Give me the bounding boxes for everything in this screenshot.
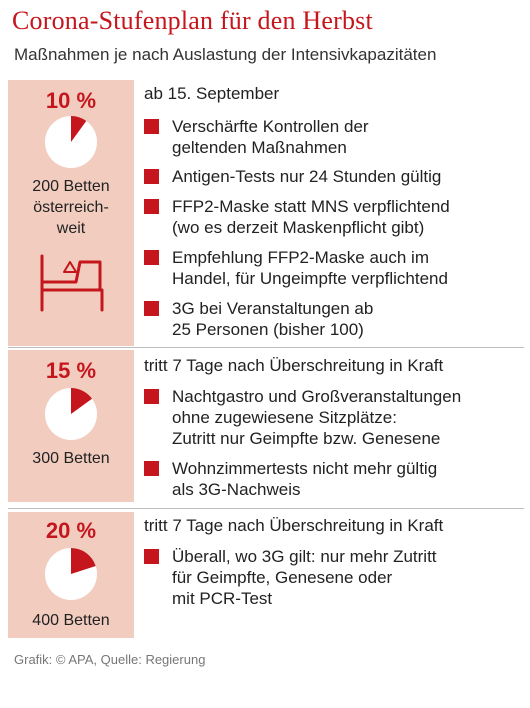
stage-20-percent: 20 % 400 Betten tritt 7 Tage nach Übersc…	[8, 512, 524, 638]
stage-capacity-panel: 15 % 300 Betten	[8, 350, 134, 502]
bullet-square-icon	[144, 389, 159, 404]
beds-label: 200 Betten österreich- weit	[32, 178, 110, 237]
divider	[8, 508, 524, 509]
capacity-percent: 20 %	[45, 518, 97, 543]
stage-capacity-panel: 10 % 200 Betten österreich- weit	[8, 80, 134, 346]
bullet-square-icon	[144, 199, 159, 214]
page-title: Corona-Stufenplan für den Herbst	[12, 6, 373, 35]
beds-label: 400 Betten	[32, 612, 110, 629]
stage-15-percent: 15 % 300 Betten tritt 7 Tage nach Übersc…	[8, 350, 524, 502]
measure-text: FFP2-Maske statt MNS verpflichtend (wo e…	[172, 197, 450, 237]
pie-slice	[71, 548, 96, 574]
page-subtitle: Maßnahmen je nach Auslastung der Intensi…	[14, 45, 437, 64]
bullet-square-icon	[144, 169, 159, 184]
hospital-bed-icon	[40, 254, 104, 312]
stage-capacity-panel: 20 % 400 Betten	[8, 512, 134, 638]
beds-label: 300 Betten	[32, 450, 110, 467]
bullet-square-icon	[144, 549, 159, 564]
source-credit: Grafik: © APA, Quelle: Regierung	[14, 652, 206, 667]
capacity-pie-icon	[45, 388, 97, 440]
divider	[8, 347, 524, 348]
measure-text: Empfehlung FFP2-Maske auch im Handel, fü…	[172, 248, 448, 288]
stage-heading: ab 15. September	[144, 84, 280, 103]
capacity-pie-icon	[45, 548, 97, 600]
bullet-square-icon	[144, 119, 159, 134]
capacity-percent: 10 %	[45, 88, 97, 113]
bullet-square-icon	[144, 301, 159, 316]
measure-text: Verschärfte Kontrollen der geltenden Maß…	[172, 117, 369, 157]
measure-text: 3G bei Veranstaltungen ab 25 Personen (b…	[172, 299, 374, 339]
pie-slice	[71, 116, 87, 142]
stage-heading: tritt 7 Tage nach Überschreitung in Kraf…	[144, 356, 444, 375]
measure-text: Antigen-Tests nur 24 Stunden gültig	[172, 167, 442, 186]
pie-slice	[71, 388, 93, 414]
capacity-percent: 15 %	[45, 358, 97, 383]
measure-text: Wohnzimmertests nicht mehr gültig als 3G…	[172, 459, 438, 499]
measure-text: Überall, wo 3G gilt: nur mehr Zutritt fü…	[172, 547, 437, 608]
stage-heading: tritt 7 Tage nach Überschreitung in Kraf…	[144, 516, 444, 535]
stage-10-percent: 10 % 200 Betten österreich- weit ab 15. …	[8, 80, 524, 346]
measure-text: Nachtgastro und Großveranstaltungen ohne…	[172, 387, 462, 448]
bullet-square-icon	[144, 250, 159, 265]
bullet-square-icon	[144, 461, 159, 476]
capacity-pie-icon	[45, 116, 97, 168]
